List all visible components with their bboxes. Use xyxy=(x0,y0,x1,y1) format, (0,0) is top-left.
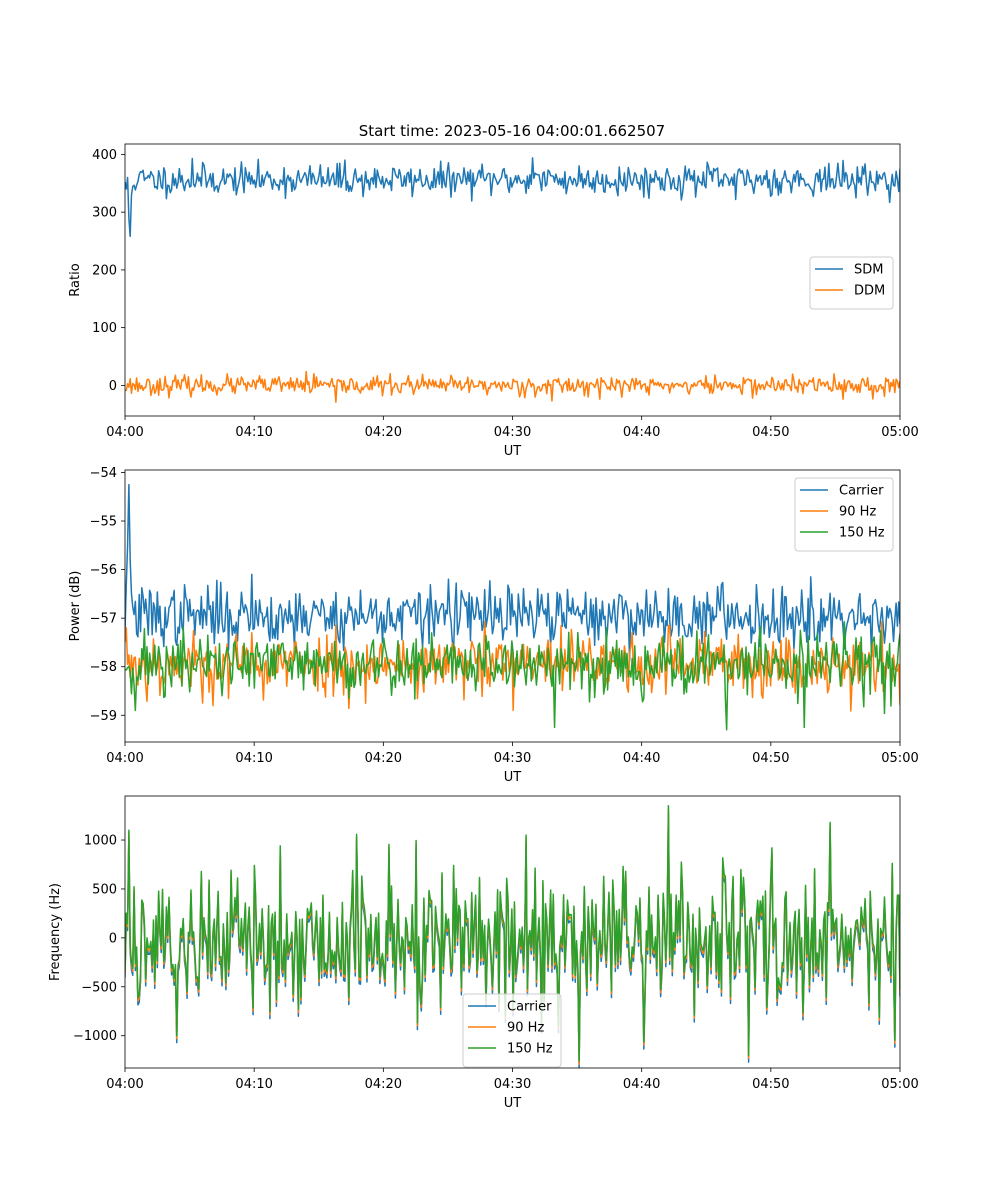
y-tick-label: 200 xyxy=(92,263,117,278)
panel-2: 04:00 04:10 04:20 04:30 04:40 04:50 05:00 −54 −5… xyxy=(68,466,919,785)
panel-3: 04:00 04:10 04:20 04:30 04:40 04:50 05:00 1000 5… xyxy=(48,795,919,1111)
x-tick-label: 04:40 xyxy=(623,1077,660,1092)
y-tick-label: 300 xyxy=(92,206,117,221)
x-tick-label: 04:20 xyxy=(365,751,402,766)
x-tick-label: 04:20 xyxy=(365,1077,402,1092)
series-line-ddm xyxy=(125,370,900,403)
x-tick-label: 05:00 xyxy=(881,425,918,440)
x-tick-label: 04:10 xyxy=(235,1077,272,1092)
x-axis-label: UT xyxy=(504,770,522,785)
x-tick-label: 04:00 xyxy=(106,425,143,440)
legend-entry: SDM xyxy=(854,263,883,278)
legend: Carrier 90 Hz 150 Hz xyxy=(462,993,562,1068)
legend-entry: 150 Hz xyxy=(839,526,885,541)
legend-entry: 90 Hz xyxy=(839,505,876,520)
panels: 04:00 04:10 04:20 04:30 04:40 04:50 05:00 0 100 2… xyxy=(48,143,919,1111)
y-axis-label: Ratio xyxy=(68,263,83,296)
y-tick-label: 400 xyxy=(92,148,117,163)
y-tick-label: −55 xyxy=(90,515,117,530)
y-axis-label: Frequency (Hz) xyxy=(48,883,63,981)
x-tick-label: 05:00 xyxy=(881,1077,918,1092)
x-tick-label: 04:10 xyxy=(235,425,272,440)
x-tick-label: 04:30 xyxy=(494,1077,531,1092)
y-tick-label: −56 xyxy=(90,563,117,578)
legend: Carrier 90 Hz 150 Hz xyxy=(794,477,894,552)
x-tick-label: 04:40 xyxy=(623,751,660,766)
x-tick-label: 04:00 xyxy=(106,1077,143,1092)
legend-entry: 150 Hz xyxy=(507,1042,553,1057)
legend-entry: 90 Hz xyxy=(507,1021,544,1036)
panel-1: 04:00 04:10 04:20 04:30 04:40 04:50 05:00 0 100 2… xyxy=(68,143,919,459)
series-line-sdm xyxy=(125,157,900,238)
y-tick-label: −58 xyxy=(90,660,117,675)
x-tick-label: 04:30 xyxy=(494,425,531,440)
x-tick-label: 04:30 xyxy=(494,751,531,766)
x-tick-label: 04:10 xyxy=(235,751,272,766)
y-tick-label: 1000 xyxy=(84,834,117,849)
series-line-carrier xyxy=(125,483,900,662)
x-tick-label: 04:50 xyxy=(752,425,789,440)
x-tick-label: 04:50 xyxy=(752,751,789,766)
x-axis-label: UT xyxy=(504,444,522,459)
series-line-150-hz xyxy=(125,621,900,731)
y-tick-label: 0 xyxy=(109,379,117,394)
x-tick-label: 04:40 xyxy=(623,425,660,440)
y-tick-label: 100 xyxy=(92,321,117,336)
y-tick-label: −54 xyxy=(90,466,117,481)
x-tick-label: 04:50 xyxy=(752,1077,789,1092)
x-tick-label: 04:20 xyxy=(365,425,402,440)
y-tick-label: −57 xyxy=(90,612,117,627)
figure-title: Start time: 2023-05-16 04:00:01.662507 xyxy=(359,122,665,140)
x-axis-label: UT xyxy=(504,1096,522,1111)
legend: SDM DDM xyxy=(809,256,894,310)
x-tick-label: 05:00 xyxy=(881,751,918,766)
y-tick-label: −59 xyxy=(90,709,117,724)
legend-entry: Carrier xyxy=(507,1000,552,1015)
y-tick-label: 500 xyxy=(92,882,117,897)
legend-entry: DDM xyxy=(854,284,885,299)
y-axis-label: Power (dB) xyxy=(68,571,83,642)
legend-frame xyxy=(809,256,894,310)
legend-entry: Carrier xyxy=(839,484,884,499)
series-line-150-hz xyxy=(125,805,900,1062)
y-tick-label: −500 xyxy=(81,980,117,995)
y-tick-label: 0 xyxy=(109,931,117,946)
x-tick-label: 04:00 xyxy=(106,751,143,766)
y-tick-label: −1000 xyxy=(73,1029,117,1044)
